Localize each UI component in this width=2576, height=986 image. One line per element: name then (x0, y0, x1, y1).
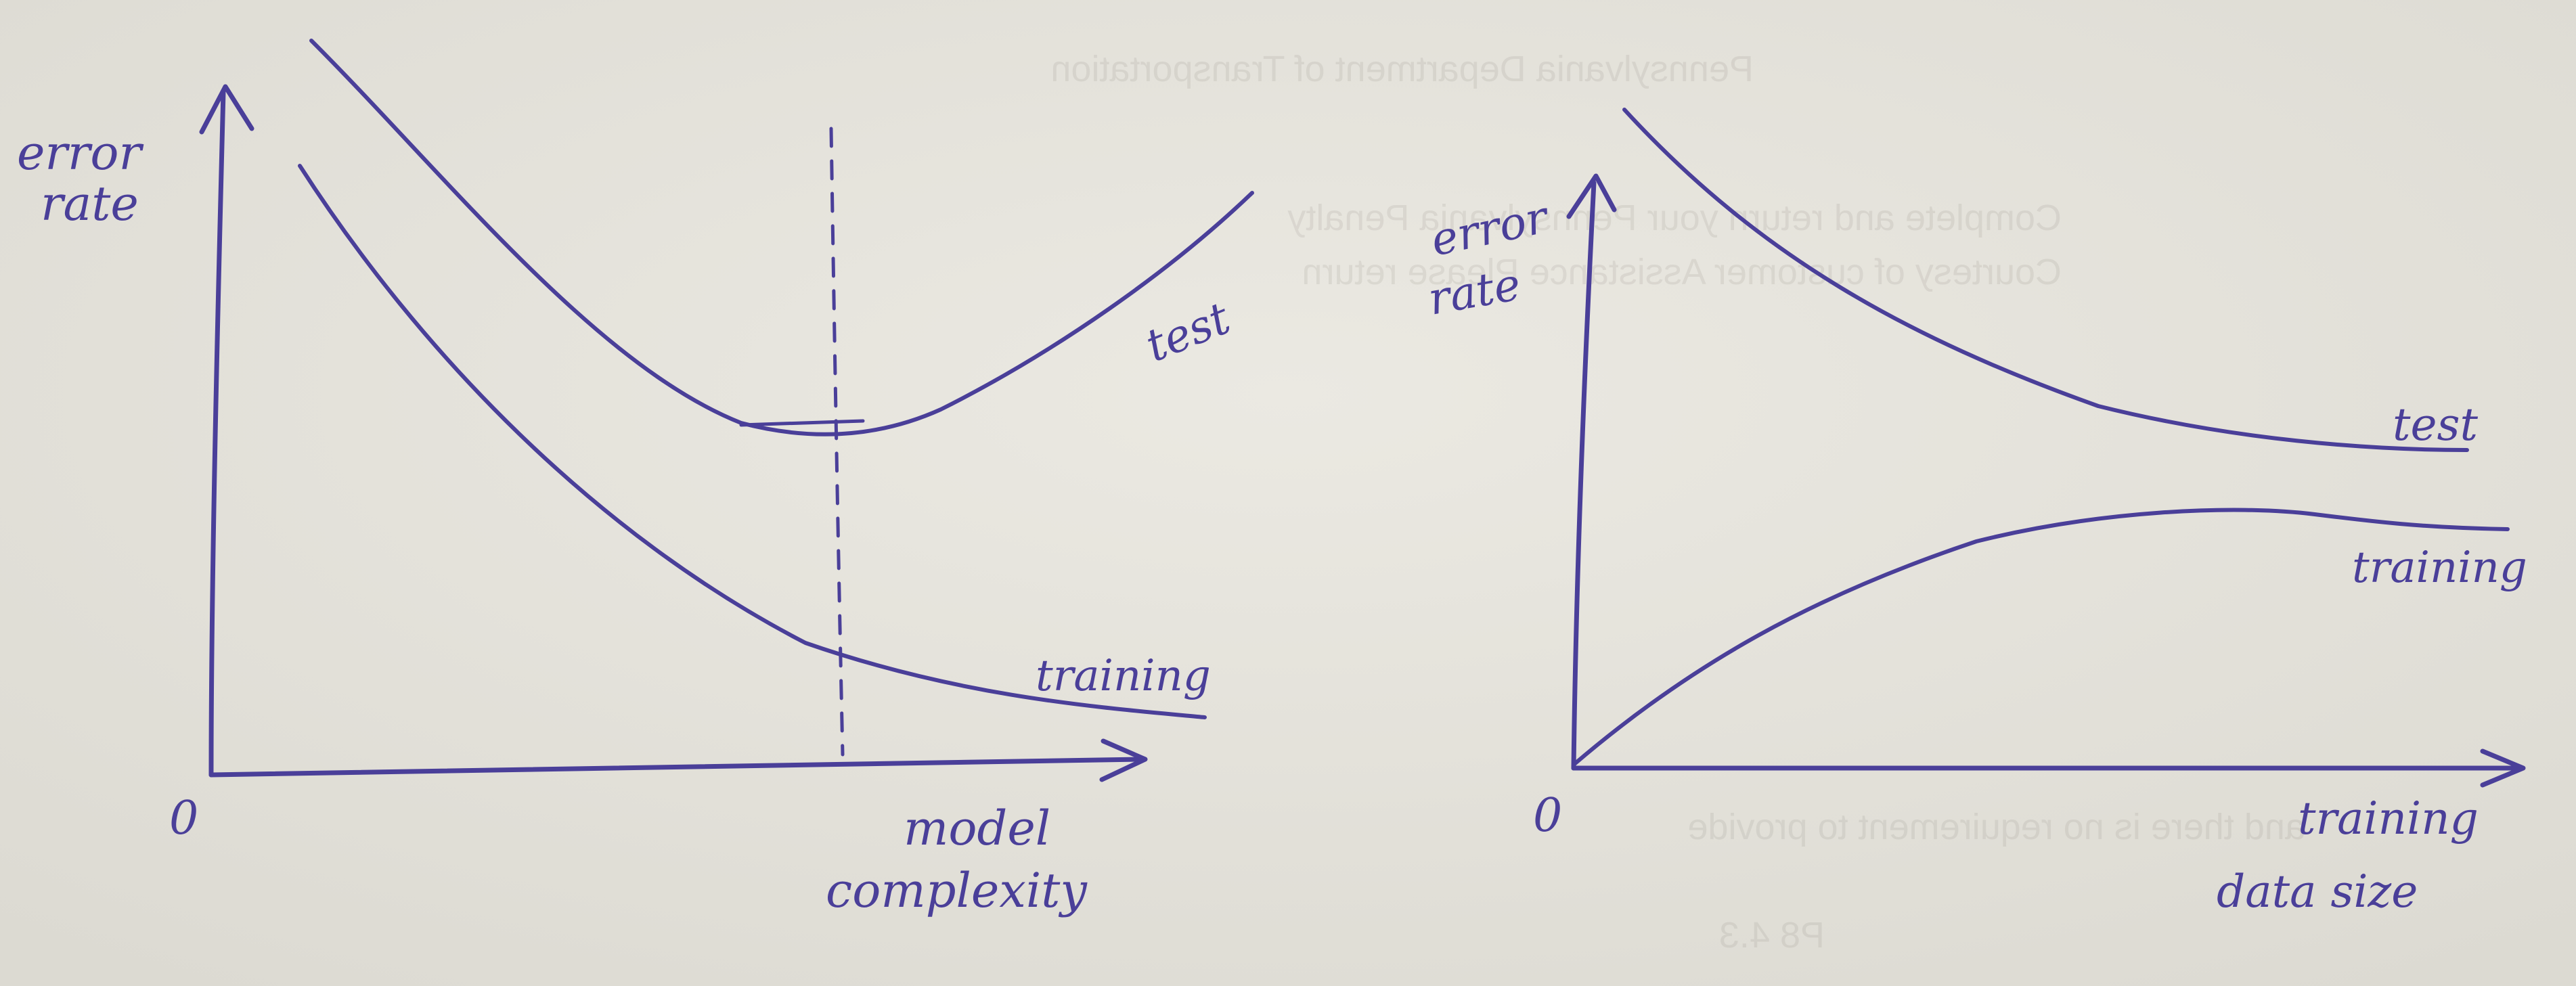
right-origin-label: 0 (1533, 789, 1562, 843)
right-training-label: training (2352, 543, 2527, 593)
right-test-label: test (2393, 399, 2478, 451)
right-test-curve (1622, 108, 2469, 452)
show-through-line-3: Courtesy of customer Assistance Please r… (1302, 252, 2062, 292)
left-y-axis-label-rate: rate (41, 176, 139, 231)
left-x-axis-label-complexity: complexity (826, 863, 1088, 918)
left-y-axis (208, 89, 226, 778)
left-x-axis (208, 757, 1143, 778)
show-through-line-4: and there is no requirement to provide (1687, 807, 2305, 847)
show-through-line-5: P8 4.3 (1719, 915, 1825, 956)
left-y-axis-arrowhead (199, 84, 254, 135)
show-through-text: Pennsylvania Department of Transportatio… (1050, 49, 2305, 956)
show-through-line-2: Complete and return your Pennsylvania Pe… (1287, 198, 2062, 238)
right-training-curve (1572, 508, 2510, 767)
left-y-axis-label-error: error (17, 125, 143, 181)
left-test-curve (309, 39, 1254, 436)
left-x-axis-arrowhead (1099, 738, 1148, 782)
show-through-line-1: Pennsylvania Department of Transportatio… (1050, 49, 1754, 89)
right-x-axis-label-data-size: data size (2217, 866, 2418, 918)
left-x-axis-label-model: model (904, 801, 1050, 856)
right-y-axis (1571, 180, 1597, 771)
left-origin-label: 0 (169, 792, 198, 845)
left-training-curve (298, 164, 1207, 719)
left-training-label: training (1036, 651, 1211, 701)
left-minimum-tick (739, 419, 865, 427)
left-optimal-complexity-dashed-line (829, 127, 845, 757)
right-y-axis-arrowhead (1566, 173, 1617, 219)
right-x-axis-label-training: training (2298, 792, 2479, 845)
right-x-axis-arrowhead (2480, 748, 2526, 788)
